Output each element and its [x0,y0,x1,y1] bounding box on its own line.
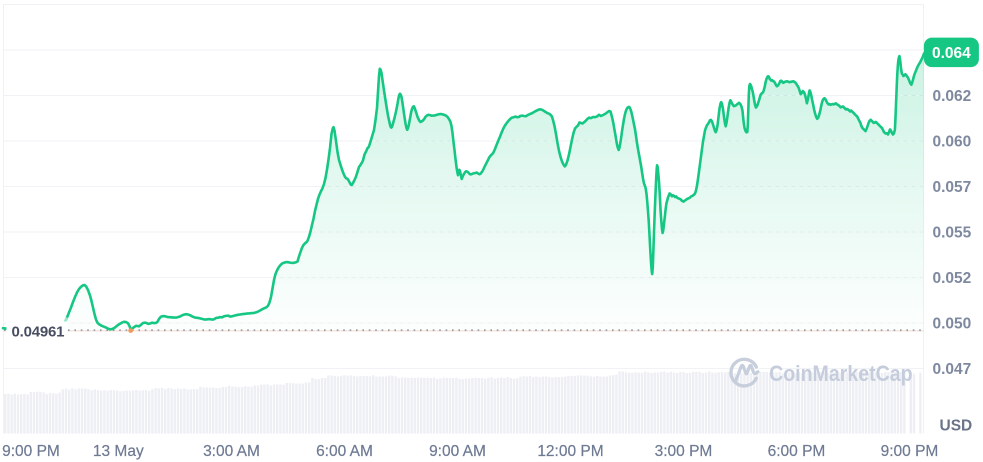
svg-text:0.060: 0.060 [933,133,972,150]
svg-text:9:00 PM: 9:00 PM [2,443,60,460]
svg-text:0.04961: 0.04961 [12,324,65,341]
svg-text:0.057: 0.057 [933,179,972,196]
svg-text:3:00 PM: 3:00 PM [655,443,713,460]
svg-text:9:00 PM: 9:00 PM [881,443,939,460]
svg-text:CoinMarketCap: CoinMarketCap [769,362,913,387]
svg-text:0.055: 0.055 [933,224,972,241]
svg-text:0.052: 0.052 [933,270,972,287]
svg-text:0.064: 0.064 [932,45,971,62]
svg-text:0.062: 0.062 [933,88,972,105]
svg-text:6:00 PM: 6:00 PM [768,443,826,460]
svg-text:9:00 AM: 9:00 AM [429,443,486,460]
svg-text:13 May: 13 May [93,443,144,460]
svg-text:USD: USD [940,418,973,435]
svg-text:0.047: 0.047 [933,361,972,378]
svg-text:6:00 AM: 6:00 AM [316,443,373,460]
svg-text:3:00 AM: 3:00 AM [203,443,260,460]
svg-text:12:00 PM: 12:00 PM [537,443,603,460]
svg-text:0.050: 0.050 [933,315,972,332]
